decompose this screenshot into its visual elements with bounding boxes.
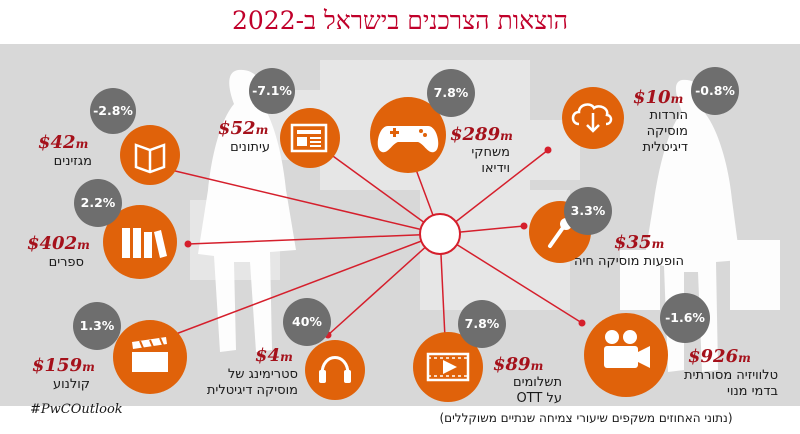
connector-lines (149, 139, 583, 341)
books-growth: 2.2% (80, 195, 116, 210)
ott-label: תשלומים על OTT (512, 375, 562, 406)
books-node (103, 205, 177, 279)
newspapers-value: $52m (218, 118, 269, 139)
video-games-node (370, 97, 446, 173)
video-games-growth: 7.8% (433, 85, 469, 100)
ott-node (413, 332, 483, 402)
gamepad-icon (377, 126, 439, 153)
music-downloads-label: הורדות מוסיקה דיגיטלית (642, 108, 688, 155)
growth-circles (73, 67, 739, 350)
footnote: (נתוני האחוזים משקפים שיעורי צמיחה שנתיי… (439, 411, 733, 425)
video-games-label: משחקי וידיאו (471, 145, 510, 176)
newspapers-node (280, 108, 340, 168)
people-silhouettes (198, 69, 780, 372)
music-downloads-value: $10m (633, 87, 684, 108)
page-title: הוצאות הצרכנים בישראל ב-2022 (231, 6, 569, 35)
tv-video-node (584, 313, 668, 397)
music-streaming-node (305, 340, 365, 400)
film-play-icon (426, 352, 470, 382)
books-label: ספרים (48, 255, 84, 270)
magazines-value: $42m (38, 132, 89, 153)
video-games-value: $289m (450, 124, 513, 145)
cinema-node (113, 320, 187, 394)
cinema-growth: 1.3% (79, 318, 115, 333)
video-camera-icon (604, 330, 650, 368)
music-streaming-label: סטרימינג של מוסיקה דיגיטלית (206, 367, 298, 398)
hashtag: #PwCOutlook (30, 402, 123, 417)
clapperboard-icon (132, 337, 168, 372)
music-streaming-growth: 40% (292, 314, 322, 329)
ott-growth: 7.8% (464, 316, 500, 331)
tv-video-value: $926m (688, 346, 751, 367)
books-value: $402m (27, 233, 90, 254)
live-music-label: הופעות מוסיקה חיה (574, 254, 684, 269)
music-downloads-growth: -0.8% (695, 83, 735, 98)
newspapers-growth: -7.1% (252, 83, 292, 98)
magazines-node (120, 125, 180, 185)
live-music-growth: 3.3% (570, 203, 606, 218)
music-streaming-value: $4m (255, 345, 293, 366)
headphones-icon (319, 356, 351, 383)
cinema-label: קולנוע (52, 377, 90, 392)
magazines-growth: -2.8% (93, 103, 133, 118)
book-icon (134, 143, 166, 174)
newspapers-label: עיתונים (230, 140, 270, 155)
cinema-value: $159m (32, 355, 95, 376)
magazines-label: מגזינים (53, 154, 92, 169)
cloud-download-icon (571, 103, 613, 133)
hub-circle (419, 213, 461, 255)
newspaper-icon (290, 123, 328, 153)
live-music-value: $35m (614, 232, 665, 253)
tv-video-growth: -1.6% (665, 310, 705, 325)
ott-value: $89m (493, 354, 544, 375)
music-downloads-node (562, 87, 624, 149)
tv-video-label: טלוויזיה מסורתית בדמי מנוי (684, 368, 778, 399)
books-icon (122, 228, 167, 258)
